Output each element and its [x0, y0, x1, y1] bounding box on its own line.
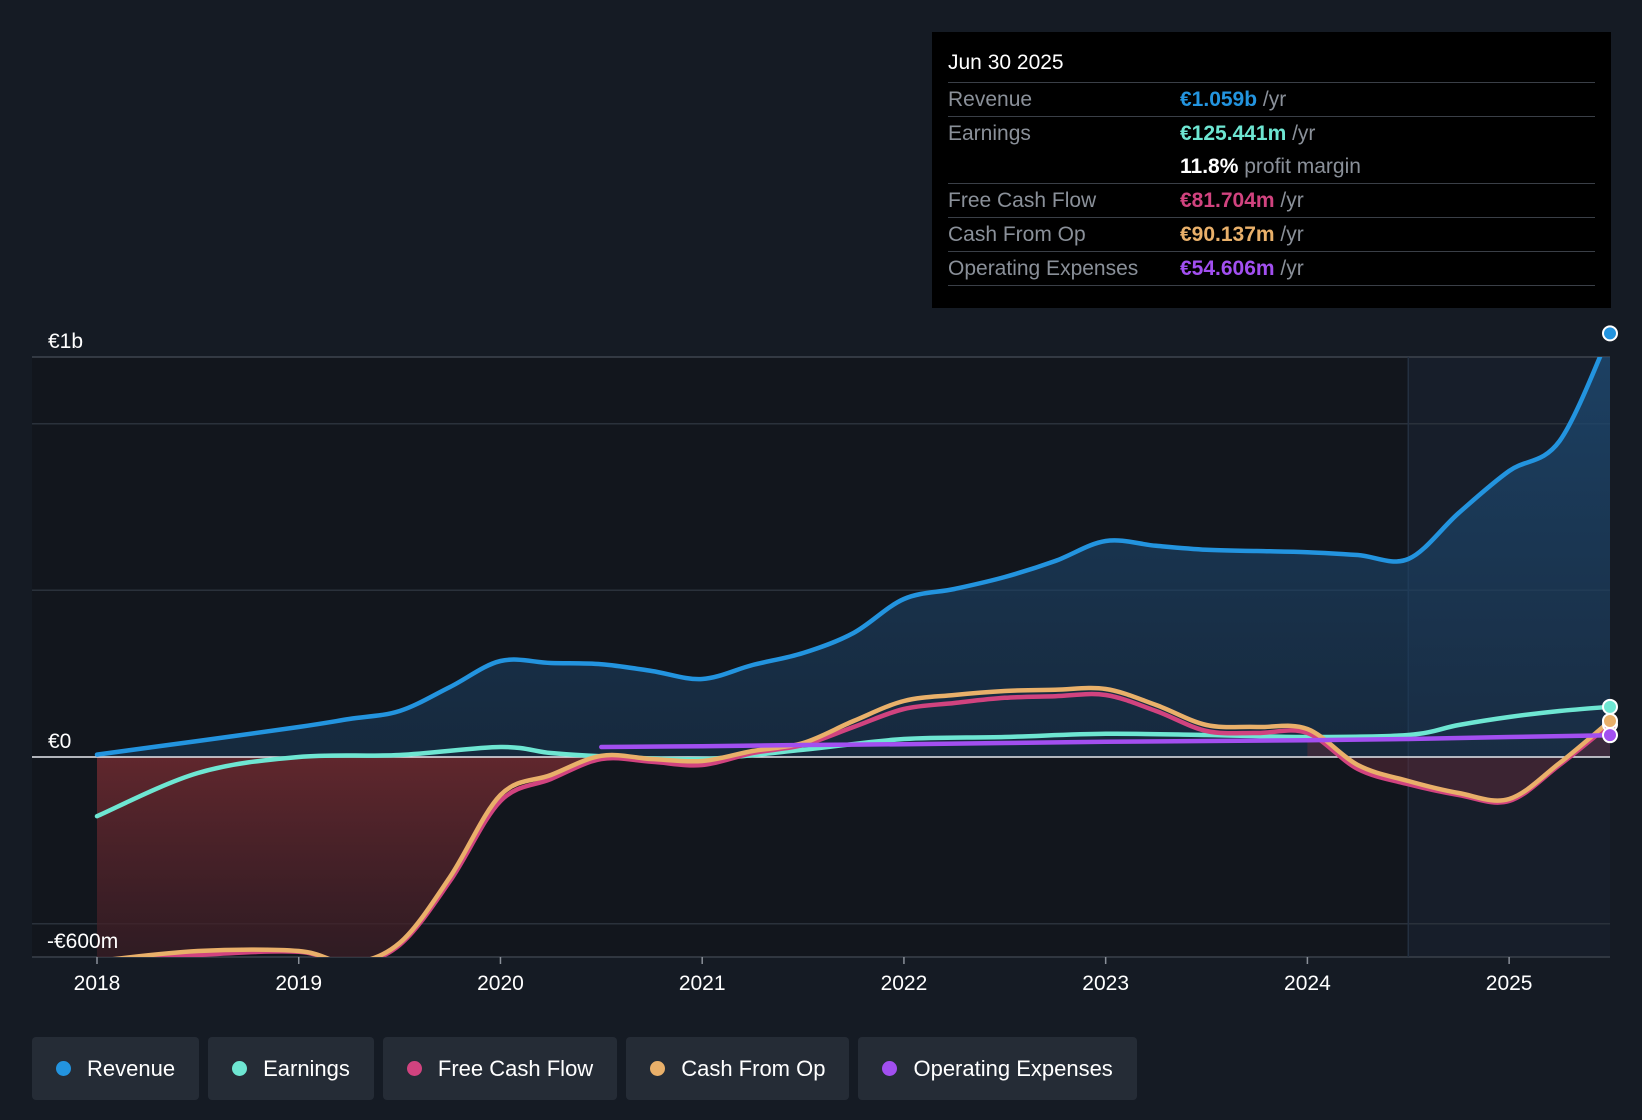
- series-areas: [97, 357, 1610, 957]
- x-tick-label: 2018: [74, 972, 121, 995]
- tooltip-row-unit: /yr: [1274, 257, 1304, 280]
- tooltip-date: Jun 30 2025: [948, 46, 1595, 83]
- revenue-end-point: [1602, 325, 1618, 342]
- tooltip-row: Cash From Op €90.137m /yr: [948, 218, 1595, 252]
- tooltip-row-unit: /yr: [1257, 88, 1287, 111]
- legend-item-free-cash-flow[interactable]: Free Cash Flow: [382, 1037, 618, 1100]
- tooltip-row: Operating Expenses €54.606m /yr: [948, 252, 1595, 286]
- x-tick-label: 2019: [275, 972, 322, 995]
- tooltip-row-value: 11.8%: [1180, 155, 1239, 178]
- legend-item-earnings[interactable]: Earnings: [208, 1037, 374, 1100]
- tooltip-row-value: €125.441m: [1180, 122, 1287, 145]
- tooltip-row: Revenue €1.059b /yr: [948, 83, 1595, 117]
- tooltip-row-label: Operating Expenses: [948, 257, 1139, 280]
- series-end-markers: [1602, 325, 1618, 744]
- x-tick-label: 2023: [1082, 972, 1129, 995]
- legend-dot-icon: [406, 1061, 422, 1076]
- legend-item-operating-expenses[interactable]: Operating Expenses: [858, 1037, 1137, 1100]
- legend: Revenue Earnings Free Cash Flow Cash From O…: [32, 1037, 1137, 1100]
- revenue-line: [94, 357, 1603, 757]
- legend-item-cash-from-op[interactable]: Cash From Op: [626, 1037, 850, 1100]
- y-tick-label: €1b: [48, 330, 83, 353]
- legend-item-revenue[interactable]: Revenue: [32, 1037, 200, 1100]
- cash-from-op-line: [112, 685, 1610, 957]
- tooltip-row-value: €81.704m: [1180, 189, 1275, 212]
- series-lines: [32, 357, 1610, 957]
- legend-dot-icon: [56, 1061, 71, 1076]
- y-tick-label: -€600m: [47, 930, 118, 953]
- tooltip-row-value-group: €81.704m /yr: [1180, 184, 1304, 217]
- cash-flow-negative-area: [97, 755, 602, 957]
- x-tick-label: 2024: [1284, 972, 1331, 995]
- tooltip-row-label: Revenue: [948, 88, 1033, 111]
- revenue-area: [97, 357, 1610, 757]
- x-tick-label: 2022: [881, 972, 928, 995]
- legend-dot-icon: [232, 1061, 248, 1076]
- legend-label: Operating Expenses: [913, 1055, 1113, 1081]
- tooltip-row-value-group: €54.606m /yr: [1180, 252, 1304, 285]
- tooltip-row-unit: /yr: [1274, 189, 1304, 212]
- tooltip-row-unit: /yr: [1286, 122, 1316, 145]
- operating-expenses-line: [599, 732, 1610, 750]
- legend-label: Free Cash Flow: [437, 1055, 594, 1081]
- x-tick-label: 2020: [477, 972, 524, 995]
- cash-flow-negative-area-2025: [1307, 720, 1610, 801]
- operating-expenses-end-point: [1602, 727, 1618, 744]
- tooltip-row: Earnings €125.441m /yr: [948, 117, 1595, 150]
- x-tick-label: 2021: [679, 972, 726, 995]
- tooltip-row-value: €1.059b: [1180, 88, 1258, 111]
- tooltip-row-value-group: €125.441m /yr: [1180, 117, 1315, 150]
- earnings-end-point: [1602, 698, 1618, 715]
- tooltip-panel: Jun 30 2025 Revenue €1.059b /yr Earnings €1…: [932, 32, 1611, 308]
- tooltip-row-label: Free Cash Flow: [948, 189, 1097, 212]
- tooltip-row-unit: /yr: [1274, 223, 1304, 246]
- tooltip-row-value: €90.137m: [1180, 223, 1275, 246]
- x-tick-label: 2025: [1486, 972, 1533, 995]
- earnings-line: [94, 704, 1610, 819]
- tooltip-row-label: Cash From Op: [948, 223, 1086, 246]
- tooltip-rows: Revenue €1.059b /yr Earnings €125.441m /yr 1…: [948, 83, 1595, 286]
- x-axis-labels: 2018 2019 2020 2021 2022 2023 2024 2025: [74, 957, 1533, 995]
- tooltip-row-label: Earnings: [948, 122, 1031, 145]
- tooltip-row-label: [948, 150, 1180, 183]
- legend-dot-icon: [882, 1061, 898, 1076]
- tooltip-row-value-group: €90.137m /yr: [1180, 218, 1304, 251]
- tooltip-row: 11.8% profit margin: [948, 150, 1595, 184]
- tooltip-row-unit: profit margin: [1238, 155, 1361, 178]
- legend-dot-icon: [650, 1061, 666, 1076]
- cash-from-op-end-point: [1602, 712, 1618, 729]
- tooltip-row-value-group: 11.8% profit margin: [1180, 150, 1361, 183]
- tooltip-row-value-group: €1.059b /yr: [1180, 83, 1286, 116]
- tooltip-row-value: €54.606m: [1180, 257, 1275, 280]
- y-tick-label: €0: [48, 730, 71, 753]
- legend-label: Earnings: [263, 1055, 350, 1081]
- legend-label: Cash From Op: [681, 1055, 826, 1081]
- tooltip-row: Free Cash Flow €81.704m /yr: [948, 184, 1595, 218]
- y-axis-labels: €1b €0 -€600m: [47, 330, 118, 953]
- legend-label: Revenue: [87, 1055, 176, 1081]
